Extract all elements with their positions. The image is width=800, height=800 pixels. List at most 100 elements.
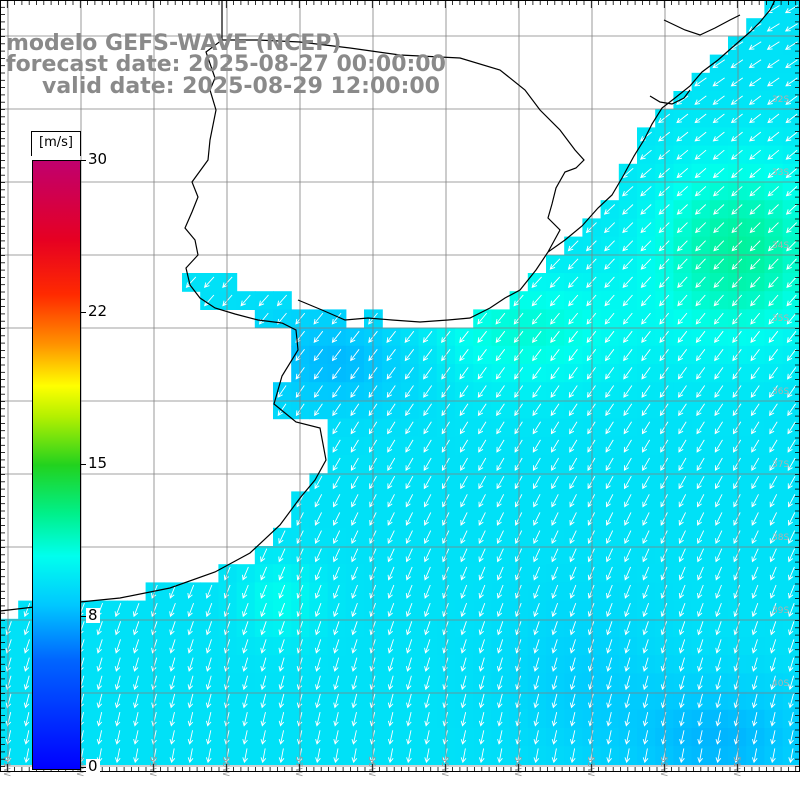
wind-arrow <box>696 530 705 545</box>
valid-date: valid date: 2025-08-29 12:00:00 <box>42 74 440 99</box>
wind-arrow <box>424 675 431 691</box>
wind-arrow <box>405 602 413 618</box>
wind-arrow <box>642 512 650 526</box>
lon-label: 56W <box>366 756 376 776</box>
wind-arrow <box>460 475 468 490</box>
wind-arrow <box>332 385 342 398</box>
wind-arrow <box>768 367 778 380</box>
wind-arrow <box>387 548 395 563</box>
wind-arrow <box>715 730 722 745</box>
wind-arrow <box>712 131 725 142</box>
wind-arrow <box>623 439 632 453</box>
wind-arrow <box>350 421 359 435</box>
wind-arrow <box>697 693 703 709</box>
wind-arrow <box>568 403 578 417</box>
wind-arrow <box>678 548 686 563</box>
wind-arrow <box>260 548 268 563</box>
wind-arrow <box>730 95 743 105</box>
model-title: modelo GEFS-WAVE (NCEP) <box>6 31 342 56</box>
wind-arrow <box>496 439 505 453</box>
wind-arrow <box>733 530 741 545</box>
wind-arrow <box>387 748 394 764</box>
wind-arrow <box>278 566 286 581</box>
wind-arrow <box>205 621 213 636</box>
wind-arrow <box>386 385 396 398</box>
wind-arrow <box>659 349 669 362</box>
wind-arrow <box>477 367 487 380</box>
wind-arrow <box>586 258 597 270</box>
wind-arrow <box>624 584 631 599</box>
wind-arrow <box>496 512 505 526</box>
wind-arrow <box>769 639 777 654</box>
wind-arrow <box>660 602 668 618</box>
wind-arrow <box>423 475 432 490</box>
wind-arrow <box>569 730 576 745</box>
wind-arrow <box>606 566 613 581</box>
wind-arrow <box>678 439 687 453</box>
wind-arrow <box>222 294 233 307</box>
wind-arrow <box>187 621 194 636</box>
wind-arrow <box>496 548 504 563</box>
wind-arrow <box>586 330 597 343</box>
wind-arrow <box>731 167 743 179</box>
wind-arrow <box>205 730 212 745</box>
wind-arrow <box>587 457 596 472</box>
wind-arrow <box>788 730 794 745</box>
wind-arrow <box>587 421 596 435</box>
wind-arrow <box>242 675 249 691</box>
wind-arrow <box>624 548 632 563</box>
wind-arrow <box>169 657 176 672</box>
wind-arrow <box>151 602 158 618</box>
wind-arrow <box>642 475 650 490</box>
wind-arrow <box>114 675 121 691</box>
wind-arrow <box>769 602 777 618</box>
wind-arrow <box>550 330 560 343</box>
wind-arrow <box>406 748 412 764</box>
wind-arrow <box>642 548 650 563</box>
wind-arrow <box>660 566 668 581</box>
wind-arrow <box>424 657 431 672</box>
lat-label: 39S <box>772 606 789 616</box>
wind-arrow <box>550 403 560 417</box>
wind-arrow <box>606 748 612 764</box>
wind-arrow <box>624 621 631 636</box>
wind-arrow <box>386 349 396 362</box>
wind-arrow <box>496 403 505 417</box>
wind-arrow <box>660 639 667 654</box>
wind-arrow <box>350 439 359 453</box>
wind-arrow <box>567 240 579 252</box>
wind-arrow <box>223 584 231 599</box>
wind-arrow <box>751 675 758 691</box>
wind-arrow <box>642 621 649 636</box>
wind-arrow <box>749 204 761 215</box>
wind-arrow <box>258 294 269 307</box>
wind-arrow <box>696 475 705 490</box>
wind-arrow <box>787 403 796 417</box>
wind-arrow <box>658 222 670 234</box>
wind-arrow <box>624 711 630 727</box>
wind-arrow <box>569 494 577 508</box>
wind-arrow <box>478 530 486 545</box>
wind-arrow <box>766 41 780 50</box>
wind-arrow <box>313 385 323 398</box>
wind-arrow <box>677 330 688 343</box>
wind-arrow <box>751 512 759 526</box>
wind-arrow <box>478 711 485 727</box>
wind-arrow <box>551 730 558 745</box>
wind-arrow <box>731 204 743 215</box>
wind-arrow <box>714 349 724 362</box>
wind-arrow <box>715 494 723 508</box>
wind-arrow <box>787 530 796 545</box>
wind-arrow <box>187 693 194 709</box>
wind-arrow <box>96 657 103 672</box>
wind-arrow <box>587 584 595 599</box>
wind-arrow <box>697 657 704 672</box>
colorbar-tick <box>80 464 88 465</box>
wind-arrow <box>768 385 778 398</box>
wind-arrow <box>642 602 650 618</box>
wind-arrow <box>532 457 541 472</box>
wind-arrow <box>242 711 248 727</box>
wind-arrow <box>532 421 541 435</box>
colorbar-gradient <box>32 160 81 770</box>
wind-arrow <box>424 602 431 618</box>
